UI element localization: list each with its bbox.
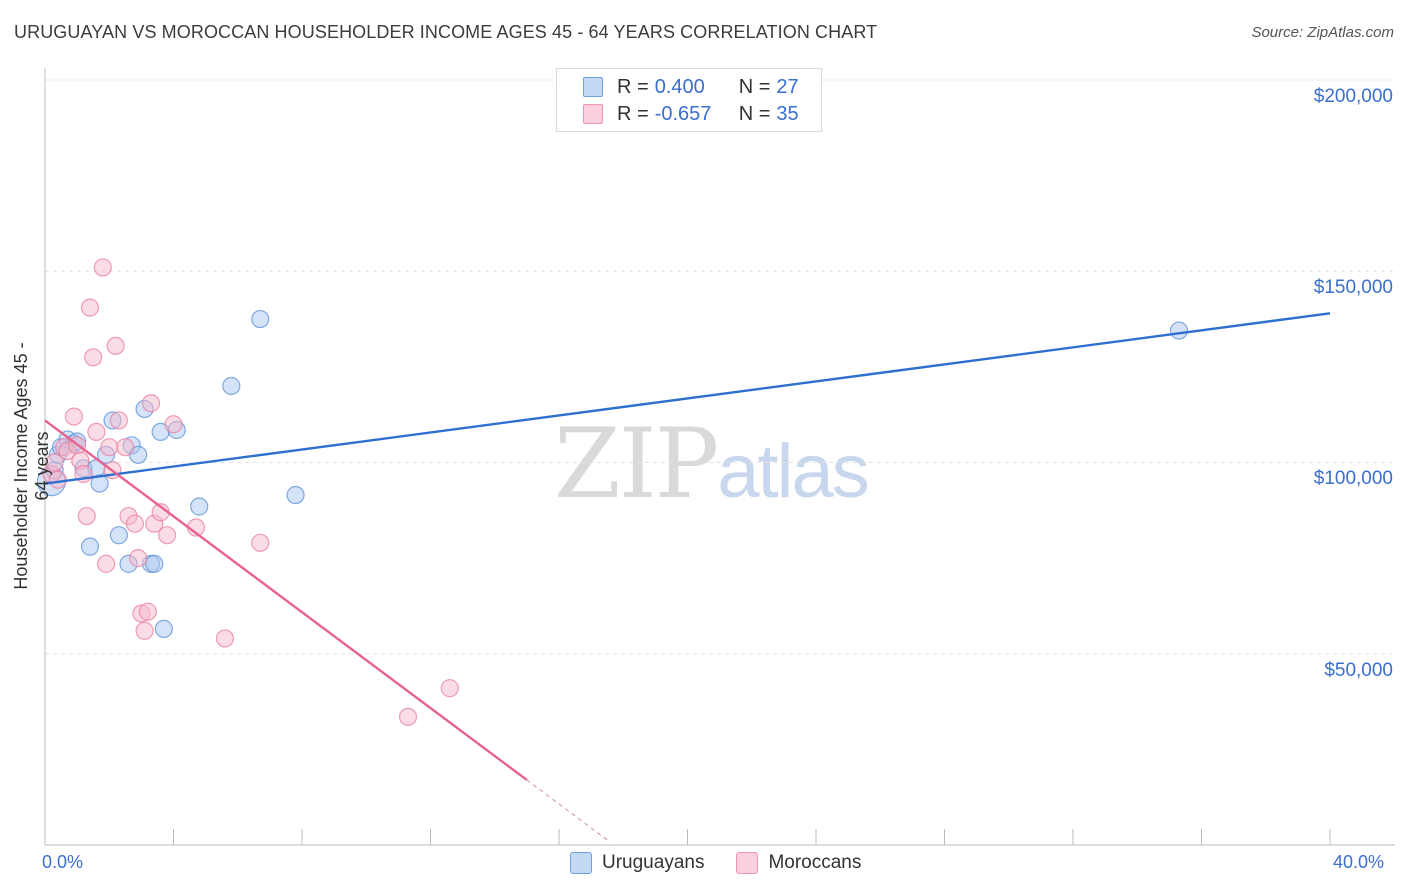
y-tick-label-200k: $200,000 (1313, 86, 1393, 107)
moroccans-point (84, 348, 103, 367)
x-tick-label-max: 40.0% (1333, 852, 1385, 872)
moroccans-point (100, 438, 119, 457)
legend-r-label: R = (617, 102, 649, 125)
uruguayans-point (190, 497, 209, 516)
source-credit: Source: ZipAtlas.com (1251, 24, 1394, 41)
legend-r-label: R = (617, 75, 649, 98)
uruguayans-point (222, 376, 241, 396)
uruguayans-point (145, 554, 164, 573)
legend-r-value: -0.657 (654, 102, 712, 125)
series-legend: Uruguayans Moroccans (570, 852, 893, 874)
y-axis-label: Householder Income Ages 45 - 64 years (11, 342, 52, 590)
moroccans-point (398, 707, 418, 726)
moroccans-point (129, 549, 148, 568)
uruguayans-point (251, 309, 270, 329)
uruguayans-point (90, 474, 109, 493)
series-name-moroccans: Moroccans (768, 852, 862, 873)
moroccans-point (87, 422, 106, 441)
series-name-uruguayans: Uruguayans (602, 852, 705, 873)
legend-n-label: N = (738, 75, 771, 98)
legend-swatch-uruguayans (583, 77, 603, 97)
series-swatch-moroccans (736, 852, 759, 874)
uruguayans-trend-line (44, 312, 1331, 485)
legend-n-value: 35 (776, 102, 799, 125)
moroccans-point (164, 415, 183, 434)
moroccans-point (138, 602, 157, 621)
moroccans-point (116, 438, 135, 457)
moroccans-point (64, 407, 84, 426)
moroccans-trend-extension (526, 779, 611, 843)
moroccans-point (125, 514, 145, 533)
uruguayans-point (80, 537, 100, 556)
moroccans-point (251, 533, 270, 552)
moroccans-point (215, 629, 234, 648)
legend-row-moroccans: R = -0.657 N = 35 (583, 101, 799, 127)
y-tick-label-100k: $100,000 (1313, 468, 1393, 489)
legend-swatch-moroccans (583, 104, 603, 124)
moroccans-point (77, 506, 96, 526)
moroccans-point (45, 453, 64, 472)
moroccans-trend-line (44, 419, 528, 781)
x-tick-label-min: 0.0% (42, 852, 84, 872)
moroccans-point (80, 298, 100, 317)
uruguayans-point (286, 485, 305, 505)
moroccans-point (440, 679, 459, 698)
stats-legend: R = 0.400 N = 27 R = -0.657 N = 35 (556, 68, 822, 132)
watermark-zip: ZIP (554, 408, 719, 520)
moroccans-point (96, 554, 116, 573)
moroccans-point (157, 526, 177, 545)
legend-row-uruguayans: R = 0.400 N = 27 (583, 74, 799, 100)
y-tick-label-50k: $50,000 (1324, 660, 1393, 681)
legend-r-value: 0.400 (654, 75, 705, 98)
moroccans-point (109, 411, 128, 430)
moroccans-point (106, 336, 125, 355)
series-swatch-uruguayans (570, 852, 592, 874)
uruguayans-point (154, 619, 173, 638)
legend-n-value: 27 (776, 75, 799, 98)
watermark-atlas: atlas (717, 429, 870, 514)
chart-title: URUGUAYAN VS MOROCCAN HOUSEHOLDER INCOME… (14, 22, 878, 42)
series-legend-moroccans[interactable]: Moroccans (736, 852, 861, 874)
moroccans-point (135, 621, 154, 640)
uruguayans-point (109, 526, 128, 545)
y-tick-label-150k: $150,000 (1313, 277, 1393, 298)
moroccans-point (93, 258, 112, 277)
watermark: ZIPatlas (554, 408, 870, 520)
legend-n-label: N = (738, 102, 771, 125)
moroccans-point (141, 394, 161, 413)
uruguayans-point (1169, 321, 1189, 340)
series-legend-uruguayans[interactable]: Uruguayans (570, 852, 704, 874)
